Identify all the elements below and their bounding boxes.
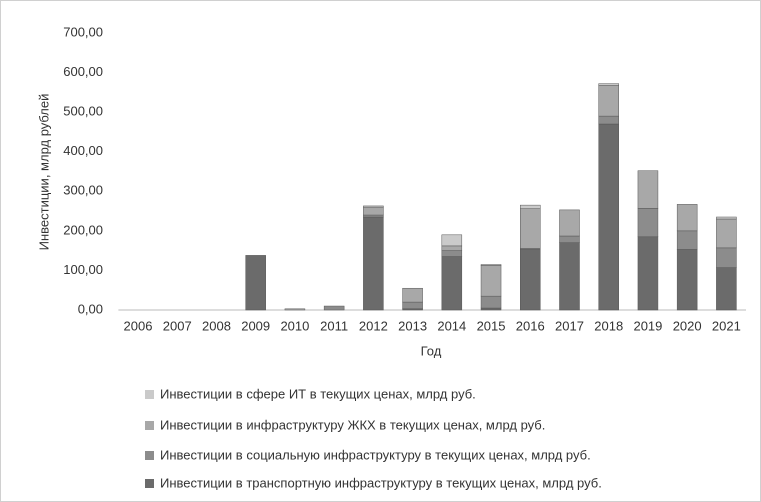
- legend-label: Инвестиции в инфраструктуру ЖКХ в текущи…: [160, 417, 545, 432]
- y-tick-label: 0,00: [78, 301, 103, 316]
- bar-segment: [716, 247, 737, 268]
- y-tick-label: 700,00: [63, 24, 103, 39]
- bar-segment: [363, 206, 384, 216]
- bar-segment: [520, 249, 541, 311]
- bar-segment: [559, 242, 580, 311]
- bar-segment: [245, 255, 266, 311]
- x-tick-label: 2006: [124, 318, 153, 333]
- y-tick-label: 300,00: [63, 183, 103, 198]
- bar-segment: [441, 245, 463, 251]
- x-tick-label: 2019: [633, 318, 662, 333]
- x-tick-label: 2015: [477, 318, 506, 333]
- x-tick-label: 2021: [712, 318, 741, 333]
- x-tick-label: 2017: [555, 318, 584, 333]
- bar-segment: [480, 264, 502, 266]
- y-tick-label: 600,00: [63, 64, 103, 79]
- y-tick-label: 200,00: [63, 222, 103, 237]
- x-tick-label: 2007: [163, 318, 192, 333]
- legend-label: Инвестиции в социальную инфраструктуру в…: [160, 447, 591, 462]
- y-tick-label: 500,00: [63, 104, 103, 119]
- bar-segment: [284, 308, 306, 311]
- y-tick-label: 400,00: [63, 143, 103, 158]
- bar-segment: [676, 249, 698, 311]
- bar-segment: [676, 204, 698, 232]
- legend-swatch: [145, 421, 154, 430]
- x-tick-label: 2013: [398, 318, 427, 333]
- bar-segment: [441, 256, 463, 311]
- bar-segment: [598, 83, 619, 86]
- legend-label: Инвестиции в сфере ИТ в текущих ценах, м…: [160, 386, 476, 401]
- bar-segment: [676, 230, 698, 250]
- bar-segment: [637, 236, 659, 311]
- legend-swatch: [145, 451, 154, 460]
- x-tick-label: 2009: [241, 318, 270, 333]
- bar-segment: [480, 295, 502, 309]
- bar-segment: [598, 84, 619, 117]
- y-axis-label: Инвестиции, млрд рублей: [36, 94, 51, 251]
- x-tick-label: 2020: [673, 318, 702, 333]
- y-tick-label: 100,00: [63, 262, 103, 277]
- bar-segment: [363, 216, 384, 311]
- bar-segment: [598, 115, 619, 125]
- bar-segment: [637, 208, 659, 238]
- bar-segment: [363, 205, 384, 208]
- bar-segment: [559, 209, 580, 237]
- x-tick-label: 2018: [594, 318, 623, 333]
- bar-segment: [402, 301, 423, 310]
- bar-segment: [480, 265, 502, 297]
- bar-segment: [363, 214, 384, 218]
- x-tick-label: 2016: [516, 318, 545, 333]
- bar-segment: [441, 250, 463, 257]
- bar-segment: [520, 208, 541, 249]
- bar-segment: [520, 204, 541, 209]
- x-axis-label: Год: [421, 343, 442, 358]
- bar-segment: [323, 305, 345, 311]
- x-tick-label: 2012: [359, 318, 388, 333]
- bar-segment: [402, 287, 423, 303]
- bar-segment: [716, 216, 737, 220]
- bar-segment: [716, 267, 737, 311]
- bar-segment: [716, 218, 737, 249]
- bar-segment: [480, 307, 502, 311]
- bar-segment: [598, 123, 619, 311]
- legend-label: Инвестиции в транспортную инфраструктуру…: [160, 475, 602, 490]
- x-tick-label: 2011: [320, 318, 348, 333]
- x-tick-label: 2008: [202, 318, 231, 333]
- legend-swatch: [145, 479, 154, 488]
- bar-segment: [441, 234, 463, 247]
- legend-swatch: [145, 390, 154, 399]
- x-tick-label: 2010: [280, 318, 309, 333]
- bar-segment: [637, 170, 659, 209]
- bar-segment: [559, 235, 580, 243]
- x-tick-label: 2014: [437, 318, 466, 333]
